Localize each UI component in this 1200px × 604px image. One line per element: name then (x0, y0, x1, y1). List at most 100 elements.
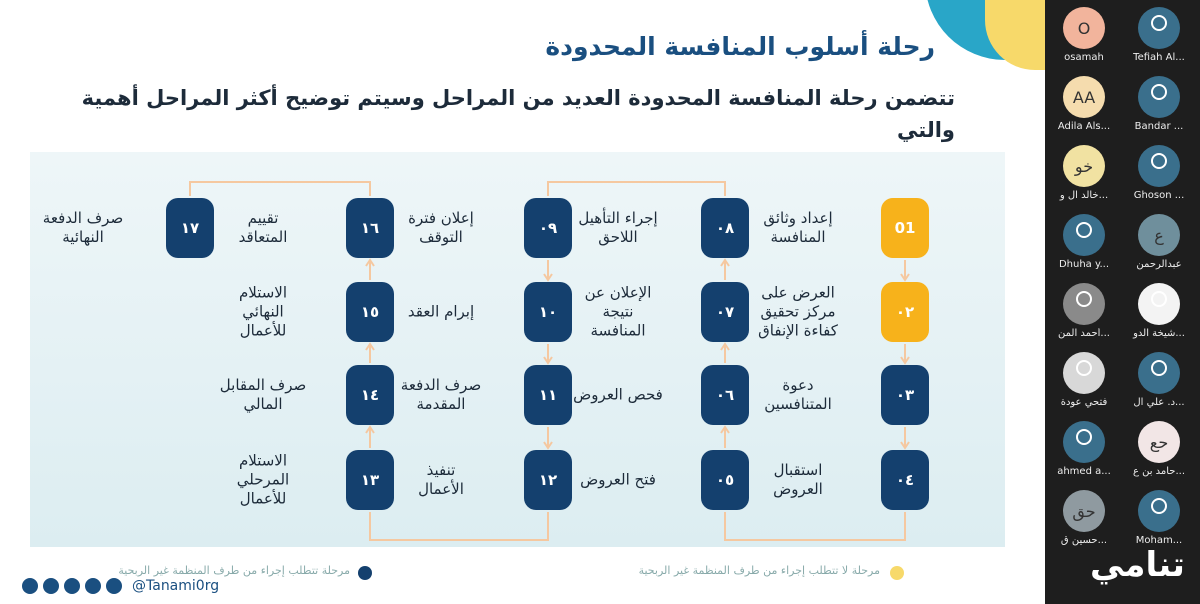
legend-dot (358, 566, 372, 580)
slide-title: رحلة أسلوب المنافسة المحدودة (545, 32, 935, 61)
participant-name: خالد ال و... (1059, 190, 1109, 201)
connector (543, 273, 553, 282)
connector (369, 512, 549, 541)
participant-avatar (1138, 352, 1180, 394)
legend-text: مرحلة تتطلب إجراء من طرف المنظمة غير الر… (118, 564, 350, 577)
participant-tile[interactable]: أحمد المن... (1048, 278, 1120, 346)
social-icon[interactable] (64, 578, 80, 594)
social-icon[interactable] (106, 578, 122, 594)
participant-tile[interactable]: شيخة الدو... (1123, 278, 1195, 346)
stage-label: تقييم المتعاقد (238, 209, 288, 246)
participant-name: Adila Als... (1057, 121, 1111, 132)
participant-avatar (1063, 283, 1105, 325)
participant-name: حسين ق... (1060, 535, 1108, 546)
participant-tile[interactable]: Bandar ... (1123, 71, 1195, 139)
participant-avatar (1063, 352, 1105, 394)
participant-tile[interactable]: حق حسين ق... (1048, 485, 1120, 553)
connector (365, 342, 375, 351)
participant-name: حامد بن ع... (1132, 466, 1186, 477)
connector (365, 425, 375, 434)
stage-box: ٠٣ (881, 365, 929, 425)
participant-avatar: O (1063, 7, 1105, 49)
stage-box: ١٢ (524, 450, 572, 510)
stage-box: 01 (881, 198, 929, 258)
connector (724, 512, 906, 541)
stage-label: الإعلان عن نتيجة المنافسة (584, 283, 652, 340)
participant-avatar: AA (1063, 76, 1105, 118)
stage-label: تنفيذ الأعمال (418, 461, 464, 498)
stage-label: إعداد وثائق المنافسة (763, 209, 833, 246)
user-icon (1151, 15, 1167, 31)
participant-name: osamah (1064, 52, 1104, 63)
participant-tile[interactable]: د. علي ال... (1123, 347, 1195, 415)
participant-avatar (1063, 421, 1105, 463)
social-icon[interactable] (43, 578, 59, 594)
participant-avatar (1063, 214, 1105, 256)
user-icon (1151, 291, 1167, 307)
stage-box: ٠٢ (881, 282, 929, 342)
participant-avatar: حق (1063, 490, 1105, 532)
stage-box: ١٤ (346, 365, 394, 425)
stage-label: فحص العروض (573, 385, 663, 404)
connector (720, 342, 730, 351)
participant-tile[interactable]: Dhuha y... (1048, 209, 1120, 277)
stage-box: ١١ (524, 365, 572, 425)
participant-name: أحمد المن... (1058, 328, 1110, 339)
stage-label: إجراء التأهيل اللاحق (578, 209, 658, 246)
stage-box: ٠٤ (881, 450, 929, 510)
user-icon (1151, 153, 1167, 169)
stage-box: ٠٨ (701, 198, 749, 258)
participant-avatar (1138, 76, 1180, 118)
stage-box: ٠٥ (701, 450, 749, 510)
connector (900, 356, 910, 365)
user-icon (1076, 360, 1092, 376)
connector (189, 181, 371, 196)
connector (900, 441, 910, 450)
participant-tile[interactable]: خو خالد ال و... (1048, 140, 1120, 208)
participant-name: ahmed a... (1057, 466, 1111, 477)
subtitle-line: تتضمن رحلة المنافسة المحدودة العديد من ا… (81, 86, 955, 142)
stage-box: ١٦ (346, 198, 394, 258)
participant-tile[interactable]: حع حامد بن ع... (1123, 416, 1195, 484)
user-icon (1076, 291, 1092, 307)
participant-tile[interactable]: AA Adila Als... (1048, 71, 1120, 139)
connector (365, 258, 375, 267)
social-icon[interactable] (22, 578, 38, 594)
participant-name: Moham... (1135, 535, 1183, 546)
connector (900, 273, 910, 282)
legend-dot (890, 566, 904, 580)
participant-tile[interactable]: Moham... (1123, 485, 1195, 553)
connectors (189, 181, 910, 541)
social-icon[interactable] (85, 578, 101, 594)
participant-tile[interactable]: ahmed a... (1048, 416, 1120, 484)
participant-name: Ghoson ... (1133, 190, 1185, 201)
connector (543, 441, 553, 450)
user-icon (1076, 429, 1092, 445)
stage-label: فتح العروض (580, 470, 656, 489)
participant-name: شيخة الدو... (1133, 328, 1185, 339)
stage-box: ١٧ (166, 198, 214, 258)
stage-label: استقبال العروض (773, 461, 823, 498)
stage-label: صرف المقابل المالي (219, 376, 307, 413)
connector (720, 425, 730, 434)
participant-avatar: ع (1138, 214, 1180, 256)
participant-tile[interactable]: Tefiah Al... (1123, 2, 1195, 70)
connector (547, 181, 726, 196)
participant-name: عبدالرحمن (1136, 259, 1182, 270)
stage-label: صرف الدفعة المقدمة (400, 376, 482, 413)
slide: رحلة أسلوب المنافسة المحدودة تتضمن رحلة … (0, 0, 1045, 604)
participant-name: د. علي ال... (1133, 397, 1185, 408)
participant-tile[interactable]: Ghoson ... (1123, 140, 1195, 208)
stage-box: ١٥ (346, 282, 394, 342)
legend-text: مرحلة لا تتطلب إجراء من طرف المنظمة غير … (638, 564, 880, 577)
participant-name: Tefiah Al... (1133, 52, 1185, 63)
user-icon (1076, 222, 1092, 238)
stage-label: الاستلام المرحلي للأعمال (236, 451, 290, 508)
stage-box: ٠٧ (701, 282, 749, 342)
participant-tile[interactable]: فتحي عودة (1048, 347, 1120, 415)
logo: تنامي (1090, 545, 1185, 585)
participant-tile[interactable]: ع عبدالرحمن (1123, 209, 1195, 277)
stage-label: إبرام العقد (407, 302, 475, 321)
